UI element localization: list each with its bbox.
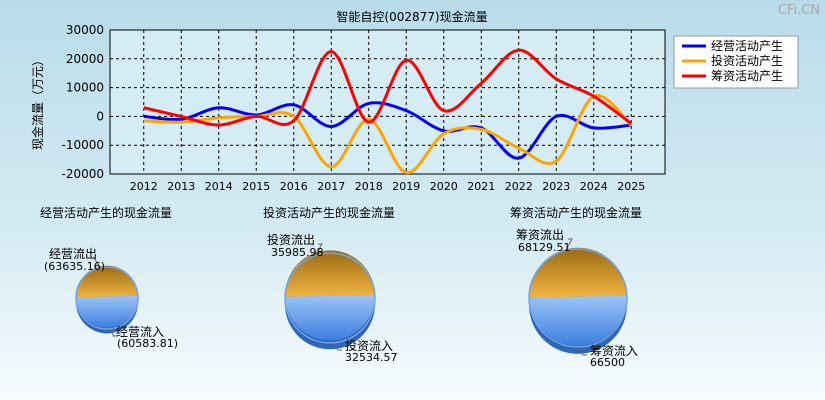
series-line-2 [143, 48, 633, 127]
y-tick-label: 30000 [66, 23, 104, 37]
y-tick-label: 20000 [66, 52, 104, 66]
pie-slice-outflow [284, 250, 375, 297]
pie-slice-outflow [75, 265, 138, 298]
y-tick-label: -10000 [61, 138, 104, 152]
pie-title: 筹资活动产生的现金流量 [510, 205, 642, 220]
pie-value-outflow: 35985.98 [271, 246, 324, 259]
legend-label: 经营活动产生 [711, 39, 783, 53]
watermark: CFi.CN [778, 3, 820, 18]
pie-label-outflow: 筹资流出 [516, 228, 564, 242]
pie-rim [75, 266, 139, 330]
x-tick-label: 2025 [617, 180, 645, 193]
x-tick-label: 2018 [355, 180, 383, 193]
pie-leader-line [577, 346, 587, 356]
pie-value-outflow: (63635.16) [44, 260, 105, 273]
plot-area [109, 29, 666, 175]
y-tick-label: -20000 [61, 167, 104, 181]
pie-leader-line [112, 327, 117, 337]
pie-title: 投资活动产生的现金流量 [263, 205, 395, 220]
y-axis-ticks: 30000 20000 10000 0 -10000 -20000 [61, 23, 104, 181]
pie-label-outflow: 投资流出 [267, 232, 315, 247]
pie-value-inflow: (60583.81) [117, 337, 178, 350]
x-tick-label: 2023 [542, 180, 570, 193]
pie-title: 经营活动产生的现金流量 [40, 205, 172, 220]
pie-leader-line [565, 238, 573, 251]
pie-rim [284, 252, 376, 344]
x-tick-label: 2017 [317, 180, 345, 193]
series-line-1 [143, 94, 633, 175]
y-tick-label: 10000 [66, 81, 104, 95]
pie-value-inflow: 66500 [590, 356, 625, 369]
pie-slice-inflow [529, 295, 628, 346]
x-tick-label: 2016 [280, 180, 308, 193]
pie-leader-line [315, 243, 323, 256]
x-tick-label: 2012 [130, 180, 158, 193]
pie-label-inflow: 经营流入 [116, 325, 164, 339]
pie-label-inflow: 筹资流入 [590, 344, 638, 358]
pie-leader-line [332, 342, 342, 351]
x-tick-label: 2021 [467, 180, 495, 193]
pie-slice-inflow [285, 294, 375, 341]
pie-slice-inflow [76, 295, 139, 328]
x-tick-label: 2015 [242, 180, 270, 193]
x-tick-label: 2022 [505, 180, 533, 193]
x-tick-label: 2019 [392, 180, 420, 193]
series-line-0 [143, 101, 632, 160]
pie-value-outflow: 68129.51 [518, 241, 571, 254]
line-chart-title: 智能自控(002877)现金流量 [336, 9, 487, 24]
legend-label: 投资活动产生 [711, 53, 783, 68]
y-axis-label: 现金流量（万元） [30, 54, 45, 150]
x-tick-label: 2013 [167, 180, 195, 193]
x-axis-ticks: 2012 2013 2014 2015 2016 2017 2018 2019 2020 2021… [130, 180, 646, 193]
pie-leader-line [90, 257, 101, 268]
pie-label-inflow: 投资流入 [345, 338, 393, 353]
legend-label: 筹资活动产生 [711, 69, 783, 83]
x-tick-label: 2020 [430, 180, 458, 193]
x-tick-label: 2024 [580, 180, 608, 193]
pie-value-inflow: 32534.57 [345, 351, 398, 364]
grid-layer [110, 29, 665, 175]
pie-label-outflow: 经营流出 [49, 247, 97, 261]
y-tick-label: 0 [96, 109, 104, 123]
x-tick-label: 2014 [205, 180, 233, 193]
series-layer [143, 48, 633, 175]
pie-slice-outflow [528, 247, 627, 298]
